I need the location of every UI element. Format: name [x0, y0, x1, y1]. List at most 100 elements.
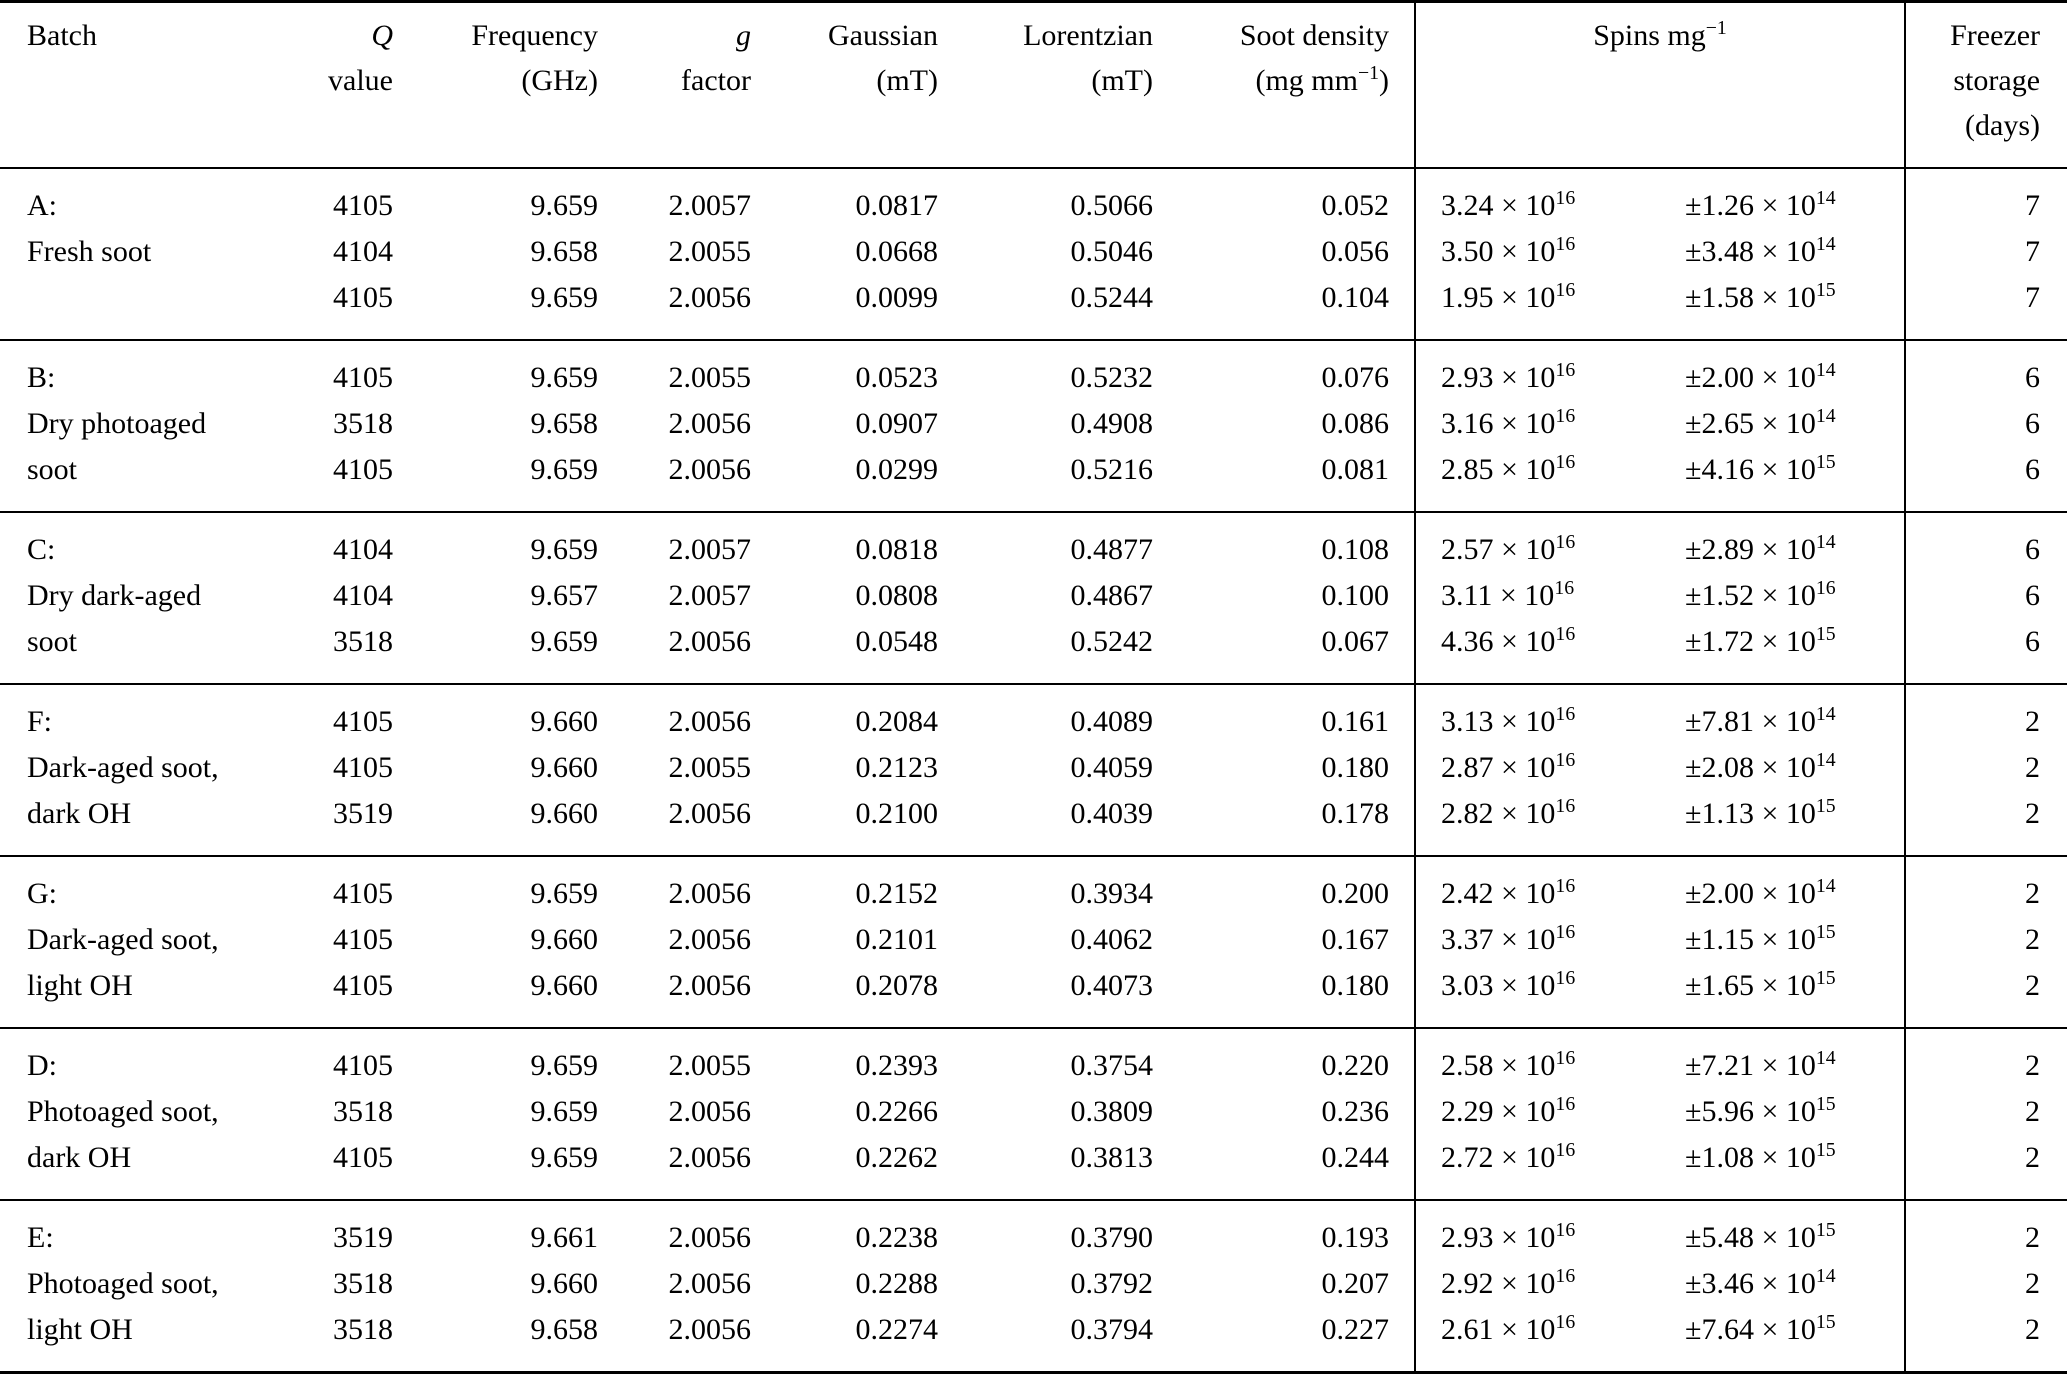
cell-frequency: 9.659: [530, 1141, 599, 1174]
table-row: light OH 4105 9.660 2.0056 0.2078 0.4073…: [0, 963, 2067, 1028]
spins-mantissa: 3.13 × 10: [1441, 705, 1556, 738]
spins-exponent: 16: [1555, 875, 1576, 898]
cell-spins-value: 2.82 × 1016: [1414, 791, 1665, 856]
cell-soot-density: 0.220: [1157, 1027, 1415, 1089]
cell-freezer-days: 2: [1904, 745, 2067, 791]
error-mantissa: ±1.08 × 10: [1685, 1141, 1816, 1174]
cell-batch: Dark-aged soot,: [27, 751, 219, 784]
cell-frequency: 9.659: [397, 1027, 602, 1089]
cell-freezer-days: 2: [1904, 855, 2067, 917]
cell-soot-density: 0.076: [1157, 339, 1415, 401]
header-q-line2: value: [328, 64, 393, 97]
header-soot-density-line2: (mg mm−1): [1255, 62, 1389, 97]
table-row: C: 4104 9.659 2.0057 0.0818 0.4877 0.108…: [0, 511, 2067, 573]
error-exponent: 14: [1815, 749, 1836, 772]
cell-freezer-days: 6: [1904, 339, 2067, 401]
cell-soot-density: 0.056: [1321, 235, 1390, 268]
error-mantissa: ±1.15 × 10: [1685, 923, 1816, 956]
cell-freezer-days: 2: [1904, 1027, 2067, 1089]
spins-mantissa: 2.93 × 10: [1441, 361, 1556, 394]
cell-spins-error: ±1.15 × 1015: [1665, 917, 1905, 963]
cell-spins-error: ±5.96 × 1015: [1665, 1089, 1905, 1135]
cell-frequency: 9.660: [530, 923, 599, 956]
cell-spins-value: 2.72 × 1016: [1414, 1135, 1665, 1200]
cell-batch: Dry dark-aged: [27, 579, 202, 612]
header-freezer-storage: Freezer storage (days): [1904, 1, 2067, 169]
error-mantissa: ±3.46 × 10: [1685, 1267, 1816, 1300]
cell-spins-value: 2.61 × 1016: [1414, 1307, 1665, 1373]
cell-spins-error: ±2.89 × 1014: [1665, 511, 1906, 573]
error-mantissa: ±1.58 × 10: [1685, 281, 1816, 314]
cell-spins-value: 2.57 × 1016: [1414, 511, 1665, 573]
spins-mantissa: 3.50 × 10: [1441, 235, 1556, 268]
header-freezer-line3: (days): [1965, 109, 2041, 142]
cell-lorentzian: 0.4073: [1070, 969, 1154, 1002]
cell-q-value: 4105: [290, 855, 397, 917]
table-row: D: 4105 9.659 2.0055 0.2393 0.3754 0.220…: [0, 1027, 2067, 1089]
spins-mantissa: 2.57 × 10: [1441, 533, 1556, 566]
cell-q-value: 3518: [333, 625, 393, 658]
cell-spins-value: 2.42 × 1016: [1414, 855, 1665, 917]
spins-exponent: 16: [1555, 623, 1576, 646]
cell-freezer-days: 2: [1904, 1199, 2067, 1261]
spins-mantissa: 2.72 × 10: [1441, 1141, 1556, 1174]
cell-freezer-days: 2: [1904, 1135, 2067, 1200]
cell-lorentzian: 0.4867: [1070, 579, 1154, 612]
spins-exponent: 16: [1555, 967, 1576, 990]
error-exponent: 14: [1815, 1265, 1836, 1288]
cell-frequency: 9.658: [530, 407, 599, 440]
error-exponent: 15: [1815, 1219, 1836, 1242]
error-mantissa: ±7.21 × 10: [1685, 1049, 1816, 1082]
cell-batch: Dark-aged soot,: [27, 923, 219, 956]
table-row: G: 4105 9.659 2.0056 0.2152 0.3934 0.200…: [0, 855, 2067, 917]
spins-exponent: 16: [1555, 1219, 1576, 1242]
cell-spins-error: ±7.81 × 1014: [1665, 683, 1906, 745]
cell-soot-density: 0.108: [1157, 511, 1415, 573]
table-row: F: 4105 9.660 2.0056 0.2084 0.4089 0.161…: [0, 683, 2067, 745]
table-row: dark OH 4105 9.659 2.0056 0.2262 0.3813 …: [0, 1135, 2067, 1200]
cell-spins-value: 3.24 × 1016: [1414, 167, 1665, 229]
spins-mantissa: 3.03 × 10: [1441, 969, 1556, 1002]
spins-exponent: 16: [1554, 577, 1575, 600]
cell-q-value: 4104: [333, 579, 393, 612]
cell-soot-density: 0.067: [1321, 625, 1390, 658]
cell-q-value: 4105: [333, 969, 393, 1002]
cell-frequency: 9.660: [397, 683, 602, 745]
error-exponent: 14: [1815, 531, 1836, 554]
cell-gaussian: 0.2101: [855, 923, 939, 956]
error-exponent: 14: [1815, 703, 1836, 726]
spins-exponent: 16: [1555, 233, 1576, 256]
cell-freezer-days: 2: [1904, 1089, 2067, 1135]
error-exponent: 14: [1815, 233, 1836, 256]
error-mantissa: ±7.81 × 10: [1685, 705, 1816, 738]
cell-spins-error: ±1.52 × 1016: [1665, 573, 1905, 619]
table-row: dark OH 3519 9.660 2.0056 0.2100 0.4039 …: [0, 791, 2067, 856]
cell-spins-value: 2.58 × 1016: [1414, 1027, 1665, 1089]
table-row: Dark-aged soot, 4105 9.660 2.0055 0.2123…: [0, 745, 2067, 791]
error-mantissa: ±7.64 × 10: [1685, 1313, 1816, 1346]
spins-mantissa: 2.42 × 10: [1441, 877, 1556, 910]
cell-g-factor: 2.0056: [668, 407, 752, 440]
cell-spins-value: 3.11 × 1016: [1414, 573, 1665, 619]
cell-q-value: 4105: [290, 1027, 397, 1089]
header-spins-label: Spins mg−1: [1593, 17, 1727, 52]
cell-batch: Photoaged soot,: [27, 1267, 219, 1300]
header-batch: Batch: [0, 1, 290, 169]
error-exponent: 15: [1815, 795, 1836, 818]
error-exponent: 14: [1815, 187, 1836, 210]
error-mantissa: ±4.16 × 10: [1685, 453, 1816, 486]
cell-batch: light OH: [27, 1313, 133, 1346]
spins-exponent: 16: [1555, 1047, 1576, 1070]
cell-freezer-days: 6: [1904, 447, 2067, 512]
cell-soot-density: 0.200: [1157, 855, 1415, 917]
cell-q-value: 4105: [333, 453, 393, 486]
cell-soot-density: 0.180: [1321, 751, 1390, 784]
table-row: 4105 9.659 2.0056 0.0099 0.5244 0.104 1.…: [0, 275, 2067, 340]
spins-exponent: 16: [1555, 187, 1576, 210]
cell-g-factor: 2.0056: [602, 855, 755, 917]
cell-spins-error: ±2.00 × 1014: [1665, 339, 1906, 401]
cell-frequency: 9.659: [397, 855, 602, 917]
header-frequency-line1: Frequency: [471, 19, 598, 52]
cell-g-factor: 2.0057: [602, 167, 755, 229]
cell-lorentzian: 0.4089: [942, 683, 1157, 745]
